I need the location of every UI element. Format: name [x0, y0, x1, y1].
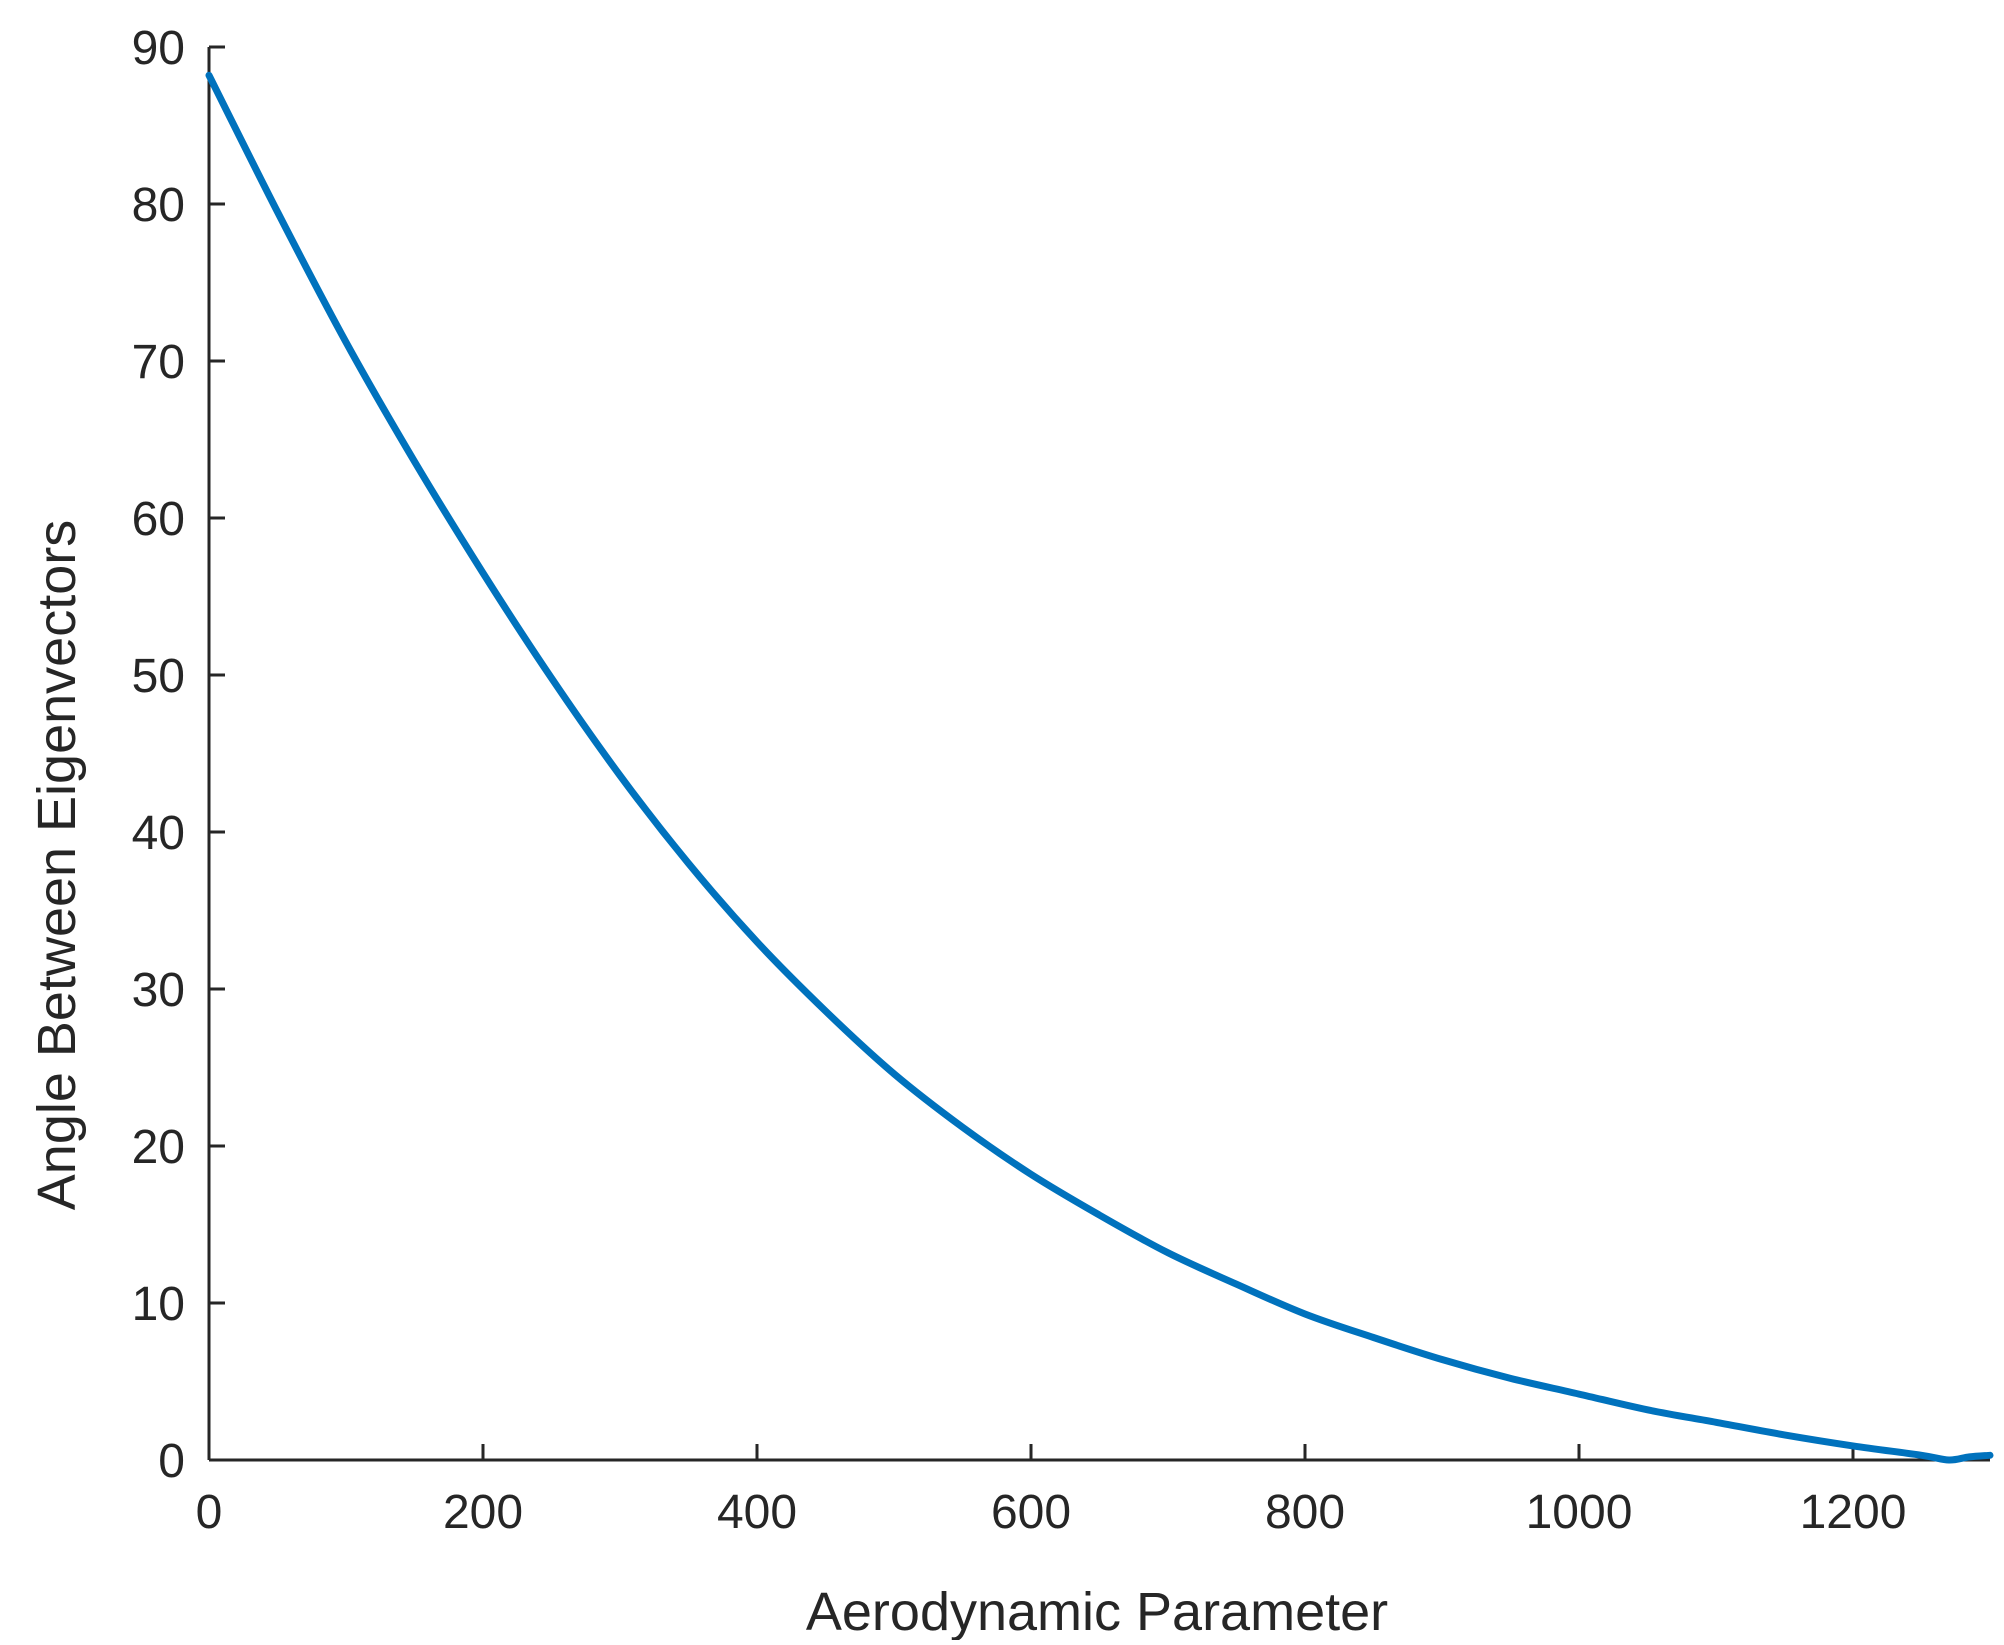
series-line	[205, 71, 1994, 1464]
y-tick-label: 20	[132, 1121, 185, 1174]
x-tick-label: 400	[717, 1486, 797, 1539]
y-tick-label: 10	[132, 1278, 185, 1331]
y-tick-label: 0	[158, 1435, 185, 1488]
x-tick-label: 200	[443, 1486, 523, 1539]
y-tick-label: 60	[132, 493, 185, 546]
y-tick-label: 90	[132, 22, 185, 75]
x-tick-label: 0	[196, 1486, 223, 1539]
y-tick-label: 50	[132, 650, 185, 703]
x-tick-label: 600	[991, 1486, 1071, 1539]
y-tick-label: 70	[132, 336, 185, 389]
y-axis-label: Angle Between Eigenvectors	[27, 520, 87, 1210]
x-tick-label: 1200	[1800, 1486, 1907, 1539]
x-tick-label: 1000	[1526, 1486, 1633, 1539]
x-axis-label: Aerodynamic Parameter	[806, 1582, 1388, 1640]
x-tick-label: 800	[1265, 1486, 1345, 1539]
ticks: 0 200 400 600 800 1000 1200 0 10 20 30 40 50 60 70 80 90	[132, 22, 1907, 1539]
axes	[207, 47, 1990, 1462]
y-tick-label: 80	[132, 179, 185, 232]
y-tick-label: 30	[132, 964, 185, 1017]
y-tick-label: 40	[132, 807, 185, 860]
series	[205, 71, 1994, 1464]
